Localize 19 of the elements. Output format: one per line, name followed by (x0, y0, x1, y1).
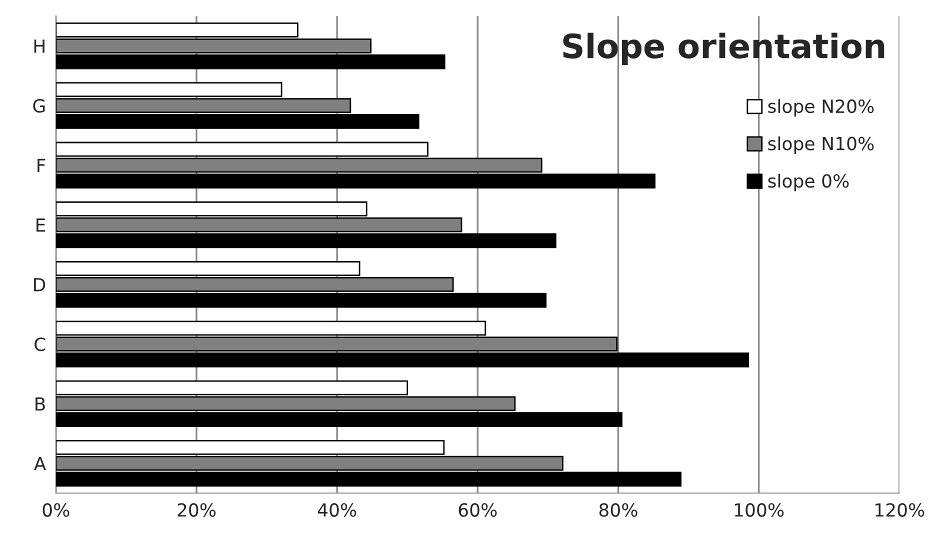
y-tick-label: E (36, 218, 46, 232)
y-tick-label: G (33, 98, 45, 113)
x-tick-label: 120% (876, 503, 924, 517)
chart-title: Slope orientation (563, 32, 884, 66)
x-tick-label: 60% (458, 503, 497, 517)
y-tick-label: H (34, 40, 44, 53)
x-tick-label: 20% (178, 503, 216, 517)
y-tick-label: C (34, 338, 46, 352)
y-tick-label: A (34, 457, 46, 470)
y-tick-label: F (38, 158, 46, 172)
x-tick-label: 0% (42, 503, 70, 517)
y-tick-label: D (34, 278, 46, 292)
y-tick-label: B (36, 397, 45, 411)
x-tick-label: 80% (599, 503, 638, 517)
legend-label: slope N10% (768, 136, 874, 154)
legend-label: slope 0% (768, 174, 849, 192)
legend-label: slope N20% (768, 99, 874, 117)
x-tick-label: 100% (734, 503, 784, 517)
x-tick-label: 40% (318, 503, 356, 517)
